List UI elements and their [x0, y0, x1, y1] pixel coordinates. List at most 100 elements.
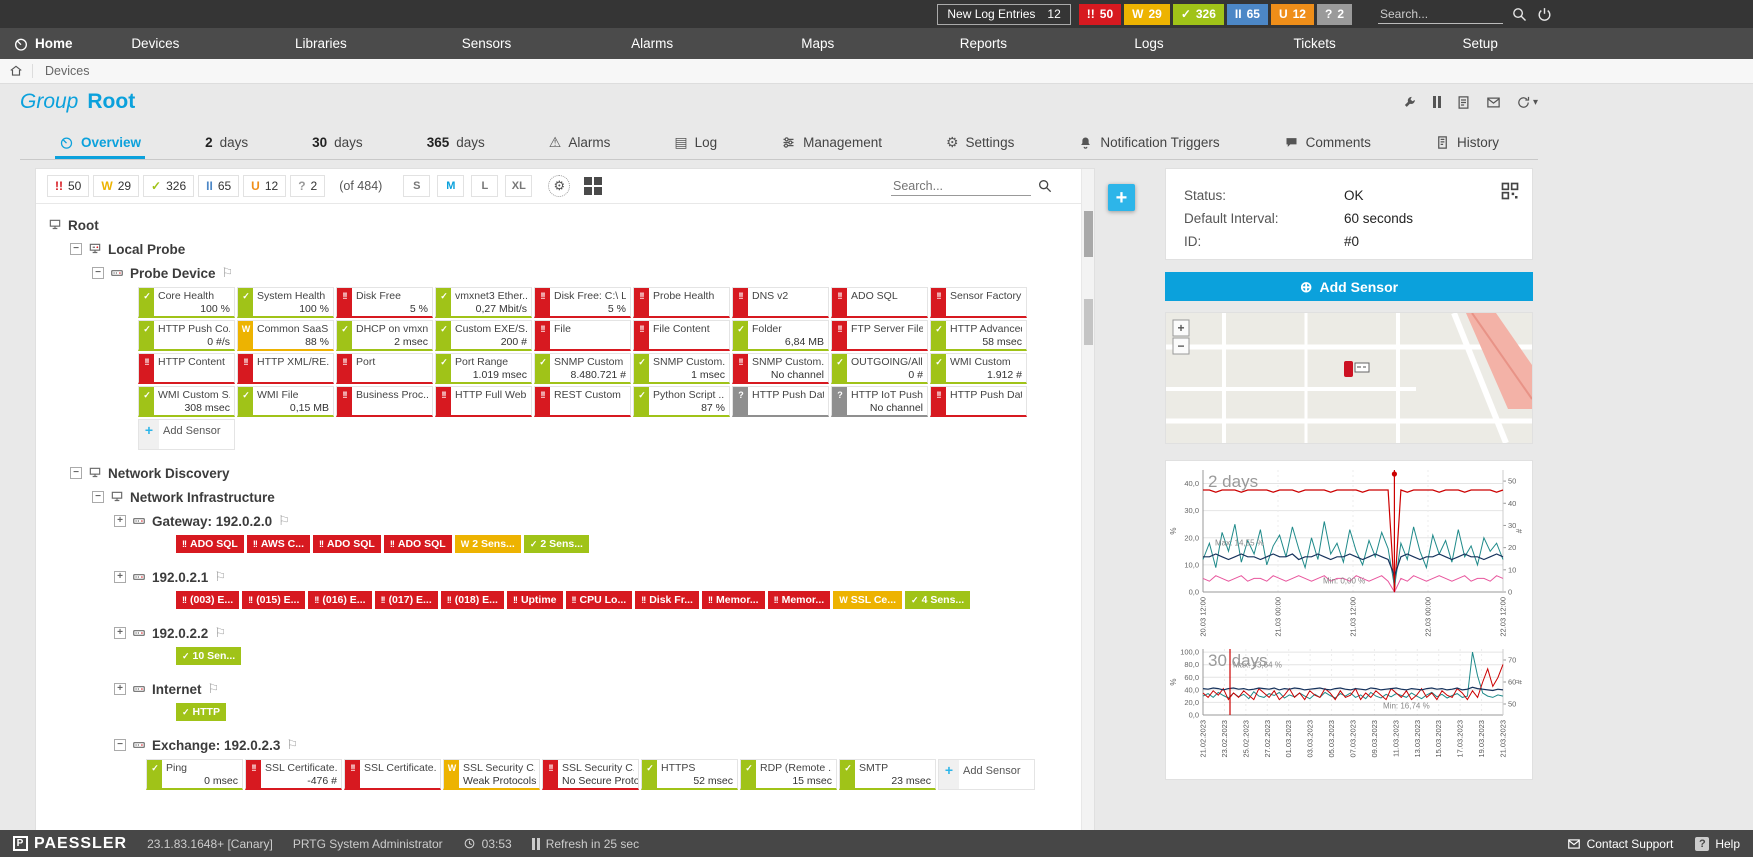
tile-size-s-button[interactable]: S: [403, 175, 431, 197]
tree-item-root[interactable]: Root: [48, 213, 1078, 237]
sensor-tile[interactable]: !! Business Proc...: [336, 386, 433, 417]
grid-view-icon[interactable]: [584, 177, 603, 195]
add-sensor-tile[interactable]: + Add Sensor: [138, 419, 235, 450]
sensor-tile[interactable]: !! SNMP Custom... No channel: [732, 353, 829, 384]
sensor-tile-small[interactable]: !! (017) E...: [374, 591, 438, 609]
refresh-icon[interactable]: ▾: [1516, 95, 1538, 110]
scrollbar-thumb[interactable]: [1084, 211, 1093, 257]
new-log-entries-button[interactable]: New Log Entries 12: [937, 3, 1071, 25]
sensor-tile[interactable]: !! Probe Health: [633, 287, 730, 318]
tree-item-network-infrastructure[interactable]: − Network Infrastructure: [48, 485, 1078, 509]
sensor-tile-small[interactable]: ✓ 2 Sens...: [523, 535, 589, 553]
sensor-tile[interactable]: ✓OUTGOING/All...0 #: [831, 353, 928, 384]
view-settings-gear-icon[interactable]: ⚙: [548, 175, 571, 197]
sensor-tile[interactable]: !! Sensor Factory: [930, 287, 1027, 318]
tree-item-gateway-192-0-2-0[interactable]: + Gateway: 192.0.2.0 ⚐: [48, 509, 1078, 533]
sensor-tile[interactable]: ✓ HTTP Push Co... 0 #/s: [138, 320, 235, 351]
status-badge-ok[interactable]: ✓ 326: [1172, 3, 1224, 25]
sensor-tile[interactable]: ✓ HTTP Advanced 58 msec: [930, 320, 1027, 351]
sensor-tile-small[interactable]: !! (003) E...: [176, 591, 240, 609]
sensor-tile[interactable]: ✓ Core Health 100 %: [138, 287, 235, 318]
sensor-tile[interactable]: !! FTP Server File...: [831, 320, 928, 351]
sensor-tile[interactable]: !! SSL Certificate...: [344, 759, 441, 790]
sensor-tile[interactable]: ✓ HTTPS 52 msec: [641, 759, 738, 790]
map-zoom-in-button[interactable]: +: [1172, 319, 1190, 337]
nav-item-home[interactable]: Home: [0, 36, 73, 52]
search-icon[interactable]: [1511, 6, 1528, 23]
sensor-tile[interactable]: ✓ WMI Custom 1.912 #: [930, 353, 1027, 384]
status-badge-error[interactable]: !! 50: [1078, 3, 1122, 25]
sensor-tile-small[interactable]: !! (015) E...: [242, 591, 306, 609]
sensor-tile[interactable]: ✓ WMI Custom S... 308 msec: [138, 386, 235, 417]
tab-30-days[interactable]: 30 days: [308, 129, 367, 159]
sensor-tile[interactable]: ?HTTP IoT Push...No channel: [831, 386, 928, 417]
status-badge-unusual[interactable]: U 12: [1270, 3, 1314, 25]
sensor-tile-small[interactable]: !! Disk Fr...: [635, 591, 699, 609]
sensor-tile[interactable]: ✓ WMI File 0,15 MB: [237, 386, 334, 417]
sensor-tile[interactable]: ? HTTP Push Data: [732, 386, 829, 417]
sensor-tile[interactable]: ✓ SMTP 23 msec: [839, 759, 936, 790]
contact-support-link[interactable]: Contact Support: [1567, 837, 1673, 851]
tree-item-192-0-2-1[interactable]: +192.0.2.1 ⚐: [48, 565, 1078, 589]
search-icon[interactable]: [1037, 178, 1053, 194]
nav-item-sensors[interactable]: Sensors: [404, 36, 570, 51]
tile-size-m-button[interactable]: M: [437, 175, 465, 197]
sensor-tile-small[interactable]: !! CPU Lo...: [565, 591, 633, 609]
expand-icon[interactable]: +: [114, 627, 126, 639]
global-search-input[interactable]: [1378, 4, 1503, 24]
sensor-tile[interactable]: ✓ SNMP Custom 8.480.721 #: [534, 353, 631, 384]
sensor-tile[interactable]: !! Disk Free 5 %: [336, 287, 433, 318]
collapse-icon[interactable]: −: [70, 243, 82, 255]
tree-item-internet[interactable]: + Internet ⚐: [48, 677, 1078, 701]
sensor-tile[interactable]: ✓ Python Script ... 87 %: [633, 386, 730, 417]
sensor-tile[interactable]: !! File Content: [633, 320, 730, 351]
nav-item-setup[interactable]: Setup: [1397, 36, 1563, 51]
tree-item-exchange-192-0-2-3[interactable]: − Exchange: 192.0.2.3 ⚐: [48, 733, 1078, 757]
pause-icon[interactable]: [1432, 96, 1441, 108]
logout-power-icon[interactable]: [1536, 6, 1553, 23]
nav-item-alarms[interactable]: Alarms: [569, 36, 735, 51]
collapse-icon[interactable]: −: [92, 267, 104, 279]
tree-item-probe-device[interactable]: − Probe Device ⚐: [48, 261, 1078, 285]
sensor-tile[interactable]: !!Disk Free: C:\ L...5 %: [534, 287, 631, 318]
sensor-tile-small[interactable]: !! (018) E...: [440, 591, 504, 609]
tab-2-days[interactable]: 2 days: [201, 129, 252, 159]
notify-mail-icon[interactable]: [1486, 95, 1501, 110]
qr-code-icon[interactable]: [1500, 181, 1520, 201]
expand-icon[interactable]: +: [114, 515, 126, 527]
sensor-tile-small[interactable]: W SSL Ce...: [833, 591, 903, 609]
collapse-icon[interactable]: −: [70, 467, 82, 479]
nav-item-devices[interactable]: Devices: [73, 36, 239, 51]
nav-item-reports[interactable]: Reports: [901, 36, 1067, 51]
geo-map[interactable]: + −: [1165, 312, 1533, 444]
tree-item-local-probe[interactable]: − Local Probe: [48, 237, 1078, 261]
sensor-tile[interactable]: !! SSL Certificate... -476 #: [245, 759, 342, 790]
sensor-tile-small[interactable]: ✓ 4 Sens...: [905, 591, 971, 609]
sensor-tile-small[interactable]: !! Memor...: [767, 591, 831, 609]
sensor-tile-small[interactable]: ✓ HTTP: [176, 703, 226, 721]
collapse-icon[interactable]: −: [92, 491, 104, 503]
filter-badge-unusual[interactable]: U 12: [243, 175, 287, 197]
tab-history[interactable]: History: [1431, 129, 1503, 159]
breadcrumb-item-devices[interactable]: Devices: [45, 64, 90, 78]
sensor-tile-small[interactable]: !! (016) E...: [308, 591, 372, 609]
tab-365-days[interactable]: 365 days: [423, 129, 489, 159]
tools-wrench-icon[interactable]: [1403, 95, 1418, 110]
logged-in-user[interactable]: PRTG System Administrator: [292, 836, 443, 851]
home-icon[interactable]: [0, 64, 33, 78]
sensor-tile[interactable]: !! HTTP Full Web...: [435, 386, 532, 417]
sensor-tile[interactable]: !! DNS v2: [732, 287, 829, 318]
scrollbar-thumb[interactable]: [1084, 299, 1093, 345]
add-object-plus-button[interactable]: +: [1108, 184, 1135, 211]
sensor-tile[interactable]: ✓ Ping 0 msec: [146, 759, 243, 790]
tab-notification-triggers[interactable]: Notification Triggers: [1074, 129, 1223, 159]
sensor-tile[interactable]: ✓ System Health 100 %: [237, 287, 334, 318]
help-link[interactable]: ? Help: [1695, 836, 1740, 851]
sensor-tile[interactable]: !! HTTP XML/RE...: [237, 353, 334, 384]
filter-badge-error[interactable]: !! 50: [47, 175, 90, 197]
sensor-tile[interactable]: ✓ RDP (Remote ... 15 msec: [740, 759, 837, 790]
tab-comments[interactable]: Comments: [1280, 129, 1375, 159]
sensor-tile-small[interactable]: !! Uptime: [506, 591, 563, 609]
expand-icon[interactable]: +: [114, 571, 126, 583]
